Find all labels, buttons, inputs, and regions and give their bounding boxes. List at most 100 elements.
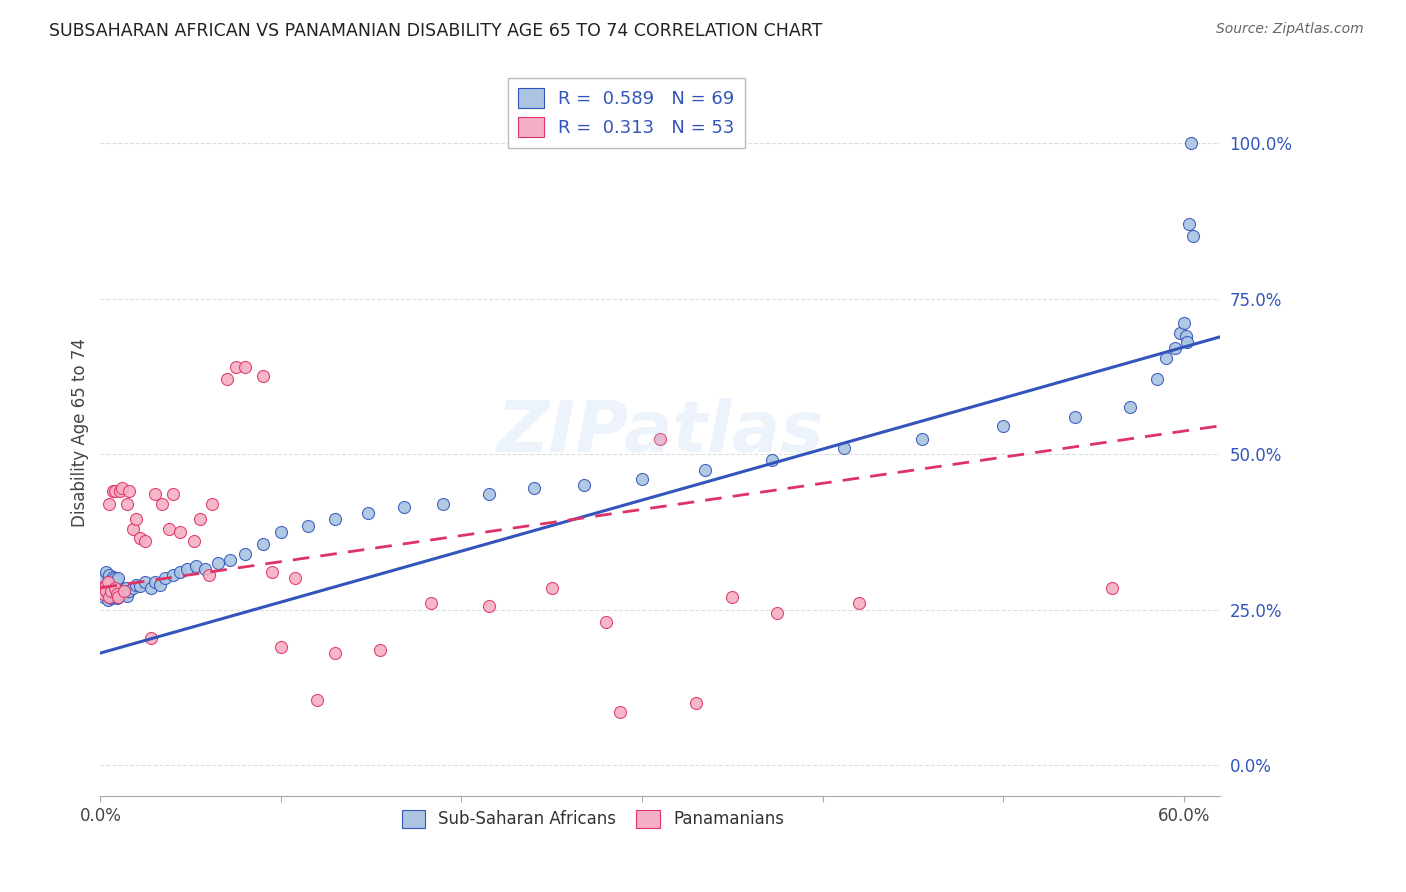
Point <box>252 537 274 551</box>
Point <box>1118 401 1140 415</box>
Point <box>215 372 238 386</box>
Point <box>523 481 546 495</box>
Point <box>100 591 122 606</box>
Point <box>648 432 671 446</box>
Point <box>1174 329 1197 343</box>
Point <box>93 590 115 604</box>
Point <box>94 583 117 598</box>
Point <box>721 590 744 604</box>
Point <box>1101 581 1123 595</box>
Point <box>94 566 117 580</box>
Y-axis label: Disability Age 65 to 74: Disability Age 65 to 74 <box>72 338 89 527</box>
Point <box>477 599 499 614</box>
Point <box>104 581 127 595</box>
Point <box>184 559 207 574</box>
Point <box>107 590 129 604</box>
Point <box>270 524 292 539</box>
Point <box>104 484 127 499</box>
Point <box>118 484 141 499</box>
Point <box>477 487 499 501</box>
Point <box>260 566 283 580</box>
Point <box>1180 136 1202 150</box>
Point <box>368 643 391 657</box>
Point <box>685 696 707 710</box>
Point <box>112 587 135 601</box>
Point <box>93 571 115 585</box>
Point <box>121 581 143 595</box>
Point <box>93 587 115 601</box>
Point <box>105 591 128 606</box>
Point <box>766 606 789 620</box>
Point <box>183 534 205 549</box>
Point <box>695 462 717 476</box>
Point <box>1064 409 1087 424</box>
Point <box>105 573 128 587</box>
Point <box>392 500 415 514</box>
Point <box>609 705 631 719</box>
Point <box>911 432 934 446</box>
Point <box>225 359 247 374</box>
Point <box>143 487 166 501</box>
Point <box>134 574 156 589</box>
Point <box>139 581 162 595</box>
Point <box>117 589 139 603</box>
Point <box>323 512 346 526</box>
Point <box>631 472 654 486</box>
Point <box>176 562 198 576</box>
Point <box>129 579 152 593</box>
Point <box>100 573 122 587</box>
Point <box>111 583 134 598</box>
Point <box>98 587 121 601</box>
Point <box>97 593 120 607</box>
Point <box>162 487 184 501</box>
Point <box>305 692 328 706</box>
Point <box>107 571 129 585</box>
Point <box>101 589 124 603</box>
Point <box>110 587 132 601</box>
Point <box>107 590 129 604</box>
Point <box>219 553 242 567</box>
Point <box>139 631 162 645</box>
Point <box>574 478 596 492</box>
Point <box>97 574 120 589</box>
Point <box>91 581 114 595</box>
Point <box>110 484 132 499</box>
Point <box>540 581 562 595</box>
Point <box>832 441 855 455</box>
Point <box>111 481 134 495</box>
Point <box>1146 372 1168 386</box>
Point <box>356 506 378 520</box>
Point <box>194 562 217 576</box>
Point <box>91 581 114 595</box>
Point <box>761 453 783 467</box>
Point <box>150 497 173 511</box>
Point <box>117 497 139 511</box>
Point <box>101 484 124 499</box>
Legend: Sub-Saharan Africans, Panamanians: Sub-Saharan Africans, Panamanians <box>395 803 790 835</box>
Point <box>125 512 148 526</box>
Point <box>233 547 256 561</box>
Point <box>169 524 191 539</box>
Point <box>155 571 177 585</box>
Point <box>101 570 124 584</box>
Point <box>188 512 211 526</box>
Point <box>114 581 136 595</box>
Point <box>169 566 191 580</box>
Point <box>419 596 441 610</box>
Point <box>270 640 292 654</box>
Point <box>233 359 256 374</box>
Text: SUBSAHARAN AFRICAN VS PANAMANIAN DISABILITY AGE 65 TO 74 CORRELATION CHART: SUBSAHARAN AFRICAN VS PANAMANIAN DISABIL… <box>49 22 823 40</box>
Point <box>1154 351 1177 365</box>
Point <box>201 497 224 511</box>
Point <box>323 646 346 660</box>
Point <box>125 577 148 591</box>
Point <box>1173 317 1195 331</box>
Point <box>1178 217 1201 231</box>
Point <box>848 596 870 610</box>
Text: ZIPatlas: ZIPatlas <box>496 398 824 467</box>
Point <box>97 574 120 589</box>
Point <box>98 497 121 511</box>
Point <box>149 577 172 591</box>
Point <box>595 615 617 629</box>
Point <box>1168 326 1191 340</box>
